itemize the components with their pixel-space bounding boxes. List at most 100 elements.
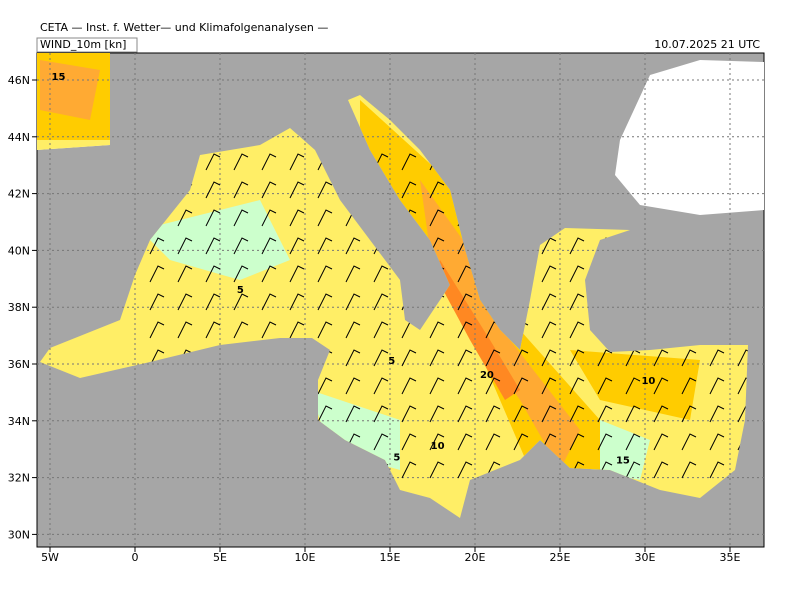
wind-barb [457, 349, 473, 367]
wind-barb [597, 377, 613, 395]
wind-barb [149, 265, 165, 283]
wind-barb [373, 405, 389, 423]
wind-barb [709, 377, 725, 395]
wind-barb [401, 349, 417, 367]
wind-barb [569, 293, 585, 311]
wind-barb [345, 349, 361, 367]
wind-barb [513, 377, 529, 395]
contour-label: 5 [388, 356, 395, 367]
wind-barb [289, 265, 305, 283]
wind-barb [709, 405, 725, 423]
wind-barb [569, 237, 585, 255]
wind-barb [317, 265, 333, 283]
lat-tick-label: 38N [8, 301, 30, 314]
lon-tick-label: 10E [295, 551, 316, 564]
wind-barb [149, 237, 165, 255]
wind-barb [709, 349, 725, 367]
wind-barb [569, 405, 585, 423]
lat-tick-label: 44N [8, 131, 30, 144]
wind-barb [401, 377, 417, 395]
wind-barb [625, 433, 641, 451]
wind-barb [653, 433, 669, 451]
wind-barb [457, 433, 473, 451]
wind-barb [709, 461, 725, 479]
contour-label: 10 [641, 376, 655, 387]
wind-barb [569, 377, 585, 395]
wind-barb [317, 293, 333, 311]
wind-barb [177, 321, 193, 339]
wind-barb [233, 237, 249, 255]
wind-barb [485, 433, 501, 451]
wind-barb [625, 461, 641, 479]
wind-barb [261, 237, 277, 255]
wind-barb [149, 349, 165, 367]
contour-label: 15 [52, 72, 66, 83]
wind-barb [429, 461, 445, 479]
wind-barb [681, 433, 697, 451]
wind-barb [513, 349, 529, 367]
wind-barb [541, 265, 557, 283]
wind-barb [737, 377, 748, 395]
wind-barb [429, 181, 445, 199]
wind-barb [401, 433, 417, 451]
lat-tick-label: 34N [8, 415, 30, 428]
wind-barb [569, 349, 585, 367]
lat-tick-label: 40N [8, 244, 30, 257]
wind-barb [289, 321, 305, 339]
wind-barb [429, 321, 445, 339]
wind-barb [597, 405, 613, 423]
black-sea [615, 60, 764, 215]
wind-barb [345, 293, 361, 311]
wind-barb [205, 209, 221, 227]
wind-barb [541, 349, 557, 367]
wind-barb [457, 293, 473, 311]
lon-tick-label: 25E [550, 551, 571, 564]
wind-barb [457, 377, 473, 395]
wind-barb [541, 321, 557, 339]
wind-barb [261, 265, 277, 283]
wind-barb [149, 293, 165, 311]
wind-barb [345, 265, 361, 283]
wind-barb [681, 349, 697, 367]
wind-barb [261, 293, 277, 311]
wind-barb [345, 321, 361, 339]
wind-barb [317, 377, 333, 395]
wind-barb [625, 377, 641, 395]
wind-barb [149, 321, 165, 339]
wind-barb [317, 209, 333, 227]
title-box [36, 37, 138, 53]
wind-barb [177, 265, 193, 283]
wind-barb [289, 293, 305, 311]
wind-barb [541, 293, 557, 311]
wind-barb [569, 321, 585, 339]
wind-barb [205, 153, 221, 171]
wind-barb [373, 265, 389, 283]
wind-barb [737, 349, 748, 367]
wind-barb [653, 349, 669, 367]
wind-barb [205, 293, 221, 311]
wind-barb [569, 433, 585, 451]
wind-barb [429, 405, 445, 423]
wind-barb [233, 293, 249, 311]
lat-tick-label: 30N [8, 528, 30, 541]
wind-barb [317, 405, 333, 423]
wind-barb [457, 265, 473, 283]
wind-barb [541, 405, 557, 423]
wind-barb [401, 405, 417, 423]
lat-tick-label: 46N [8, 74, 30, 87]
wind-barb [233, 181, 249, 199]
lon-tick-label: 20E [465, 551, 486, 564]
wind-barb [485, 377, 501, 395]
wind-barb [345, 405, 361, 423]
wind-barb [597, 349, 613, 367]
contour-label: 15 [616, 455, 630, 466]
wind-barb [373, 349, 389, 367]
contour-label: 10 [431, 441, 445, 452]
wind-barb [233, 265, 249, 283]
wind-barb [485, 405, 501, 423]
wind-barb [205, 321, 221, 339]
wind-barb [177, 209, 193, 227]
wind-barb [317, 237, 333, 255]
wind-20-25 [435, 260, 520, 400]
